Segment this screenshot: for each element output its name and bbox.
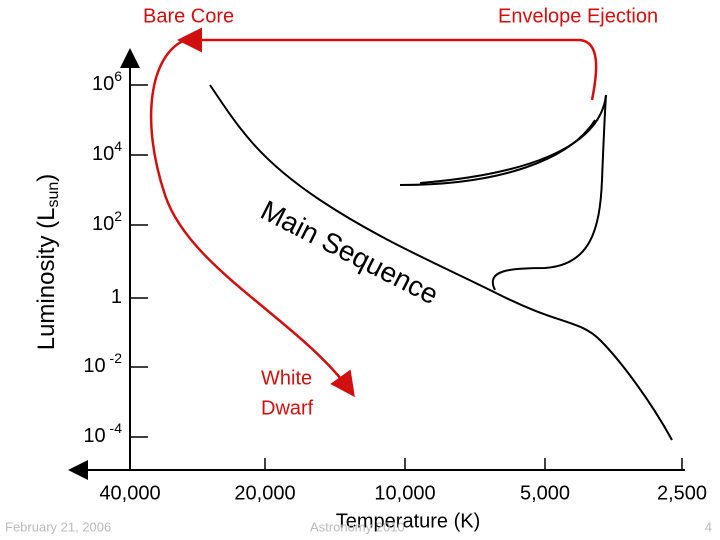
horizontal-branch <box>399 119 596 186</box>
x-tick-label: 20,000 <box>234 482 295 504</box>
tick-exp: -4 <box>106 420 123 436</box>
y-tick-label: 10 -2 <box>83 350 122 378</box>
tick-base: 10 <box>92 213 114 235</box>
tick-base: 10 <box>83 425 105 447</box>
y-tick-label: 104 <box>92 138 122 166</box>
y-label-end: ) <box>33 174 60 182</box>
tick-base: 1 <box>111 286 122 308</box>
y-tick-label: 102 <box>92 208 122 236</box>
giant-branch <box>492 94 607 291</box>
main-sequence-text: Main Sequence <box>256 194 443 310</box>
tick-exp: 4 <box>114 138 122 154</box>
tick-base: 10 <box>83 355 105 377</box>
tick-exp: 2 <box>114 208 122 224</box>
white-dwarf-label: Dwarf <box>261 397 314 419</box>
y-label: Luminosity (L <box>33 208 60 351</box>
tick-base: 10 <box>92 143 114 165</box>
y-tick-label: 1 <box>111 286 122 308</box>
x-tick-label: 5,000 <box>520 482 570 504</box>
y-axis-label: Luminosity (Lsun) <box>33 174 62 351</box>
y-tick-label: 10 -4 <box>83 420 122 448</box>
x-tick-label: 2,500 <box>657 482 707 504</box>
x-tick-label: 10,000 <box>374 482 435 504</box>
x-axis-label: Temperature (K) <box>336 510 481 532</box>
footer-date: February 21, 2006 <box>5 519 111 534</box>
white-dwarf-label: White <box>261 367 312 389</box>
ejection-track <box>177 27 598 101</box>
ejection-label: Envelope Ejection <box>498 5 658 27</box>
footer-page: 4 <box>705 519 712 534</box>
main-sequence-label: Main Sequence <box>256 194 443 310</box>
y-tick-label: 106 <box>92 68 122 96</box>
cooling-track <box>149 38 355 398</box>
footer-course: Astronomy 2010 <box>310 519 405 534</box>
agb <box>419 94 607 184</box>
tick-base: 10 <box>92 73 114 95</box>
tick-exp: 6 <box>114 68 122 84</box>
y-label-sub: sun <box>45 182 62 208</box>
x-tick-label: 40,000 <box>99 482 160 504</box>
bare-core-label: Bare Core <box>143 5 234 27</box>
tick-exp: -2 <box>106 350 123 366</box>
main-sequence-curve <box>209 84 673 441</box>
